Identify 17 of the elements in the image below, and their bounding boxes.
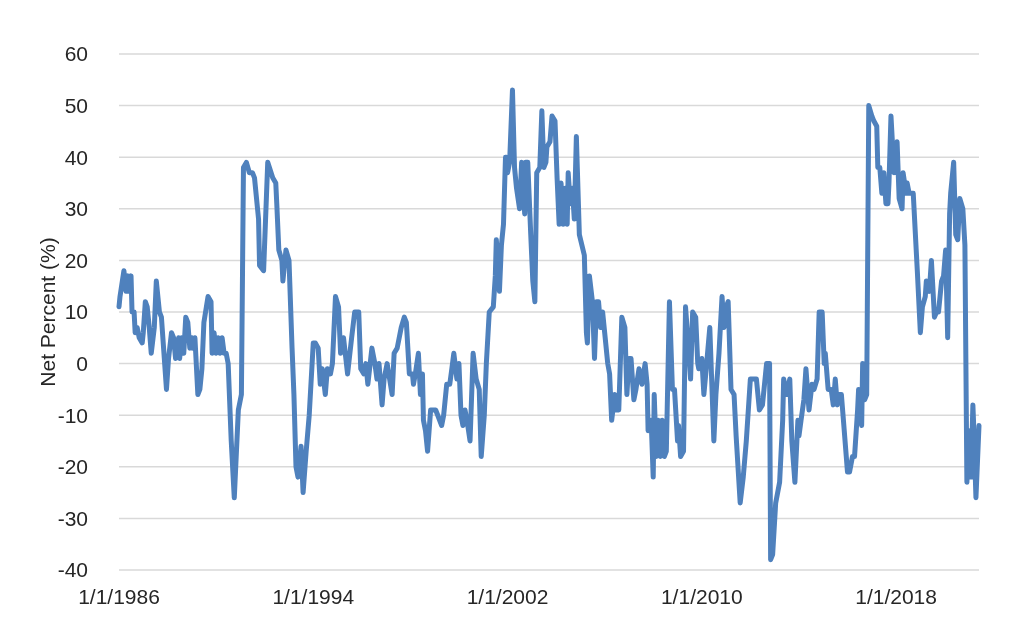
y-tick-label: 50 — [64, 93, 88, 117]
y-tick-label: -40 — [57, 558, 88, 582]
x-tick-label: 1/1/2010 — [660, 585, 743, 608]
x-tick-label: 1/1/1994 — [272, 585, 355, 608]
x-tick-label: 1/1/2002 — [466, 585, 549, 608]
x-tick-label: 1/1/2018 — [855, 585, 937, 608]
y-tick-label: 20 — [64, 248, 88, 272]
y-tick-label: 60 — [64, 42, 88, 66]
x-tick-label: 1/1/1986 — [78, 585, 160, 608]
y-tick-label: 40 — [64, 145, 88, 169]
y-tick-label: 10 — [64, 300, 88, 324]
y-tick-label: -20 — [57, 455, 88, 479]
y-tick-label: -10 — [57, 403, 88, 427]
y-tick-label: -30 — [57, 506, 88, 530]
y-tick-label: 0 — [76, 351, 88, 375]
y-axis-title: Net Percent (%) — [36, 237, 60, 387]
y-tick-label: 30 — [64, 197, 88, 221]
